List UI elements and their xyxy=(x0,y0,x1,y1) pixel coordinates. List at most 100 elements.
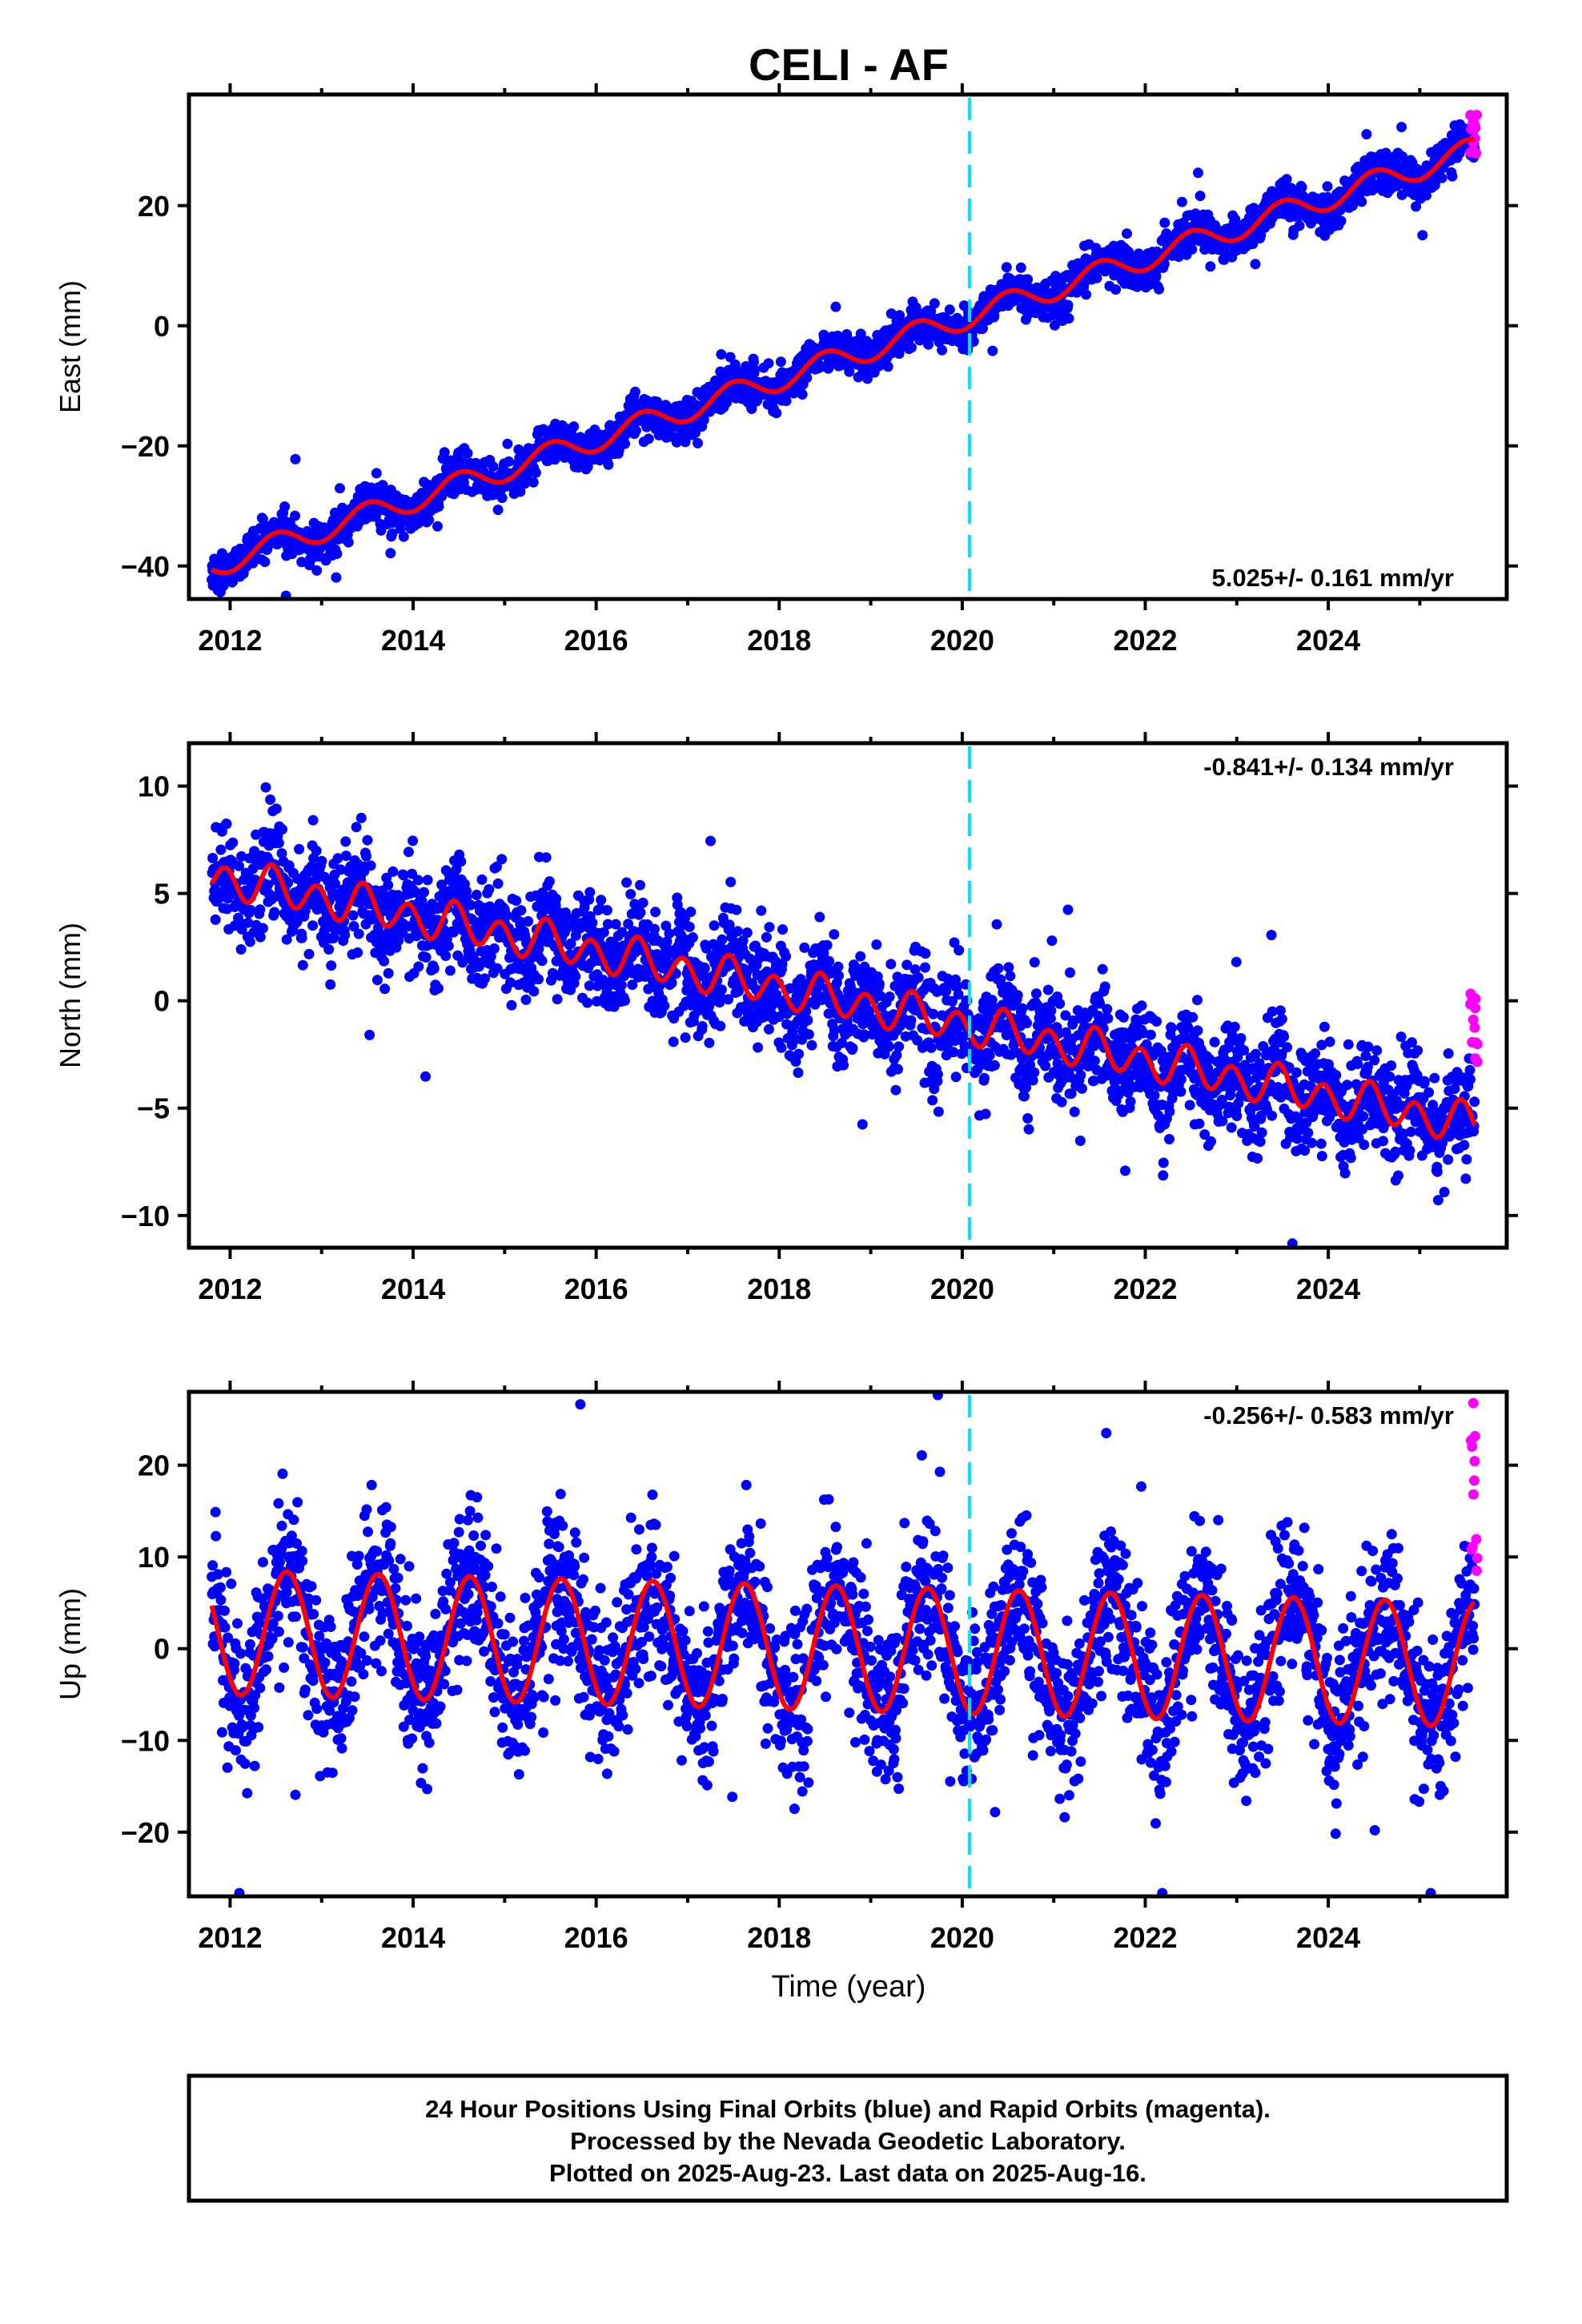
north-final-point xyxy=(492,878,504,889)
north-final-point xyxy=(255,931,266,943)
north-final-point xyxy=(221,818,232,830)
north-final-point xyxy=(635,879,645,891)
north-final-point xyxy=(927,1095,938,1106)
north-final-point xyxy=(885,959,897,970)
east-final-point xyxy=(385,548,396,559)
east-final-point xyxy=(944,304,955,316)
north-final-point xyxy=(871,939,882,950)
north-final-point xyxy=(257,923,268,934)
north-final-point xyxy=(520,994,532,1005)
north-final-point xyxy=(516,905,527,916)
east-final-point xyxy=(643,433,654,444)
east-xtick-label: 2012 xyxy=(198,624,262,657)
east-final-point xyxy=(771,408,782,419)
east-final-point xyxy=(492,505,504,516)
north-final-point xyxy=(668,1036,679,1047)
east-final-point xyxy=(279,501,291,513)
east-final-point xyxy=(620,438,630,449)
east-final-point xyxy=(1110,284,1122,295)
north-final-point xyxy=(379,983,391,995)
east-final-point xyxy=(329,507,340,518)
north-final-point xyxy=(506,999,517,1011)
east-final-point xyxy=(746,404,757,414)
east-final-point xyxy=(398,531,409,542)
east-final-point xyxy=(885,308,897,320)
north-final-point xyxy=(1030,988,1042,999)
north-final-point xyxy=(1003,962,1014,973)
east-final-point xyxy=(775,356,786,368)
east-final-point xyxy=(296,557,307,568)
north-final-point xyxy=(893,1063,903,1075)
north-final-point xyxy=(756,905,767,916)
east-final-point xyxy=(439,447,450,458)
north-final-point xyxy=(764,1023,774,1035)
north-final-point xyxy=(821,939,833,951)
north-ytick-label: 5 xyxy=(154,878,170,911)
east-final-point xyxy=(395,523,406,534)
north-final-point xyxy=(777,924,788,935)
east-final-point xyxy=(462,448,473,459)
north-final-point xyxy=(684,921,695,932)
north-final-point xyxy=(625,889,636,900)
north-final-point xyxy=(857,1119,868,1130)
east-final-point xyxy=(630,425,641,436)
north-final-point xyxy=(307,920,319,931)
north-final-point xyxy=(326,960,337,971)
north-final-point xyxy=(1077,1083,1087,1094)
north-final-point xyxy=(1062,904,1074,915)
north-ytick-label: −5 xyxy=(137,1092,170,1125)
north-final-point xyxy=(741,927,753,939)
east-ytick-label: −20 xyxy=(121,430,170,463)
north-final-point xyxy=(496,854,508,865)
north-final-point xyxy=(544,876,555,887)
north-final-point xyxy=(616,979,627,991)
north-final-point xyxy=(659,1000,670,1011)
north-final-point xyxy=(637,897,648,908)
north-final-point xyxy=(980,1108,991,1120)
north-final-point xyxy=(1065,967,1075,978)
north-final-point xyxy=(294,843,305,854)
east-final-point xyxy=(1159,217,1170,228)
north-final-point xyxy=(433,983,444,994)
east-final-point xyxy=(1447,171,1458,182)
north-final-point xyxy=(991,919,1002,930)
north-final-point xyxy=(905,1015,917,1026)
east-final-point xyxy=(894,310,905,321)
north-final-point xyxy=(277,824,287,835)
east-final-point xyxy=(1250,259,1261,270)
east-final-point xyxy=(1122,228,1132,239)
north-final-point xyxy=(993,963,1004,974)
north-final-point xyxy=(893,1041,905,1052)
north-final-point xyxy=(269,907,280,918)
north-final-point xyxy=(551,893,562,904)
north-final-point xyxy=(984,1050,995,1061)
north-final-point xyxy=(296,932,307,943)
north-final-point xyxy=(403,846,414,858)
north-final-point xyxy=(715,1020,726,1031)
east-final-point xyxy=(1062,300,1074,311)
east-final-point xyxy=(1396,122,1407,133)
east-final-point xyxy=(1050,320,1060,331)
north-final-point xyxy=(273,838,284,849)
north-final-point xyxy=(271,803,282,814)
north-final-point xyxy=(635,907,646,918)
north-final-point xyxy=(979,1072,990,1084)
east-final-point xyxy=(1281,174,1292,185)
east-final-point xyxy=(1436,172,1447,183)
north-final-point xyxy=(265,794,276,805)
east-final-point xyxy=(1091,272,1102,283)
north-final-point xyxy=(540,852,552,863)
east-final-point xyxy=(1205,261,1216,272)
north-final-point xyxy=(419,887,429,898)
east-final-point xyxy=(582,461,593,472)
north-final-point xyxy=(1042,984,1054,995)
east-final-point xyxy=(290,453,301,464)
east-final-point xyxy=(749,364,760,376)
north-final-point xyxy=(303,948,315,959)
east-rapid-point xyxy=(1472,110,1483,121)
east-final-point xyxy=(797,389,808,400)
north-final-point xyxy=(1056,1096,1067,1108)
north-final-point xyxy=(699,963,710,974)
north-final-point xyxy=(420,952,432,963)
north-final-point xyxy=(753,1042,764,1053)
